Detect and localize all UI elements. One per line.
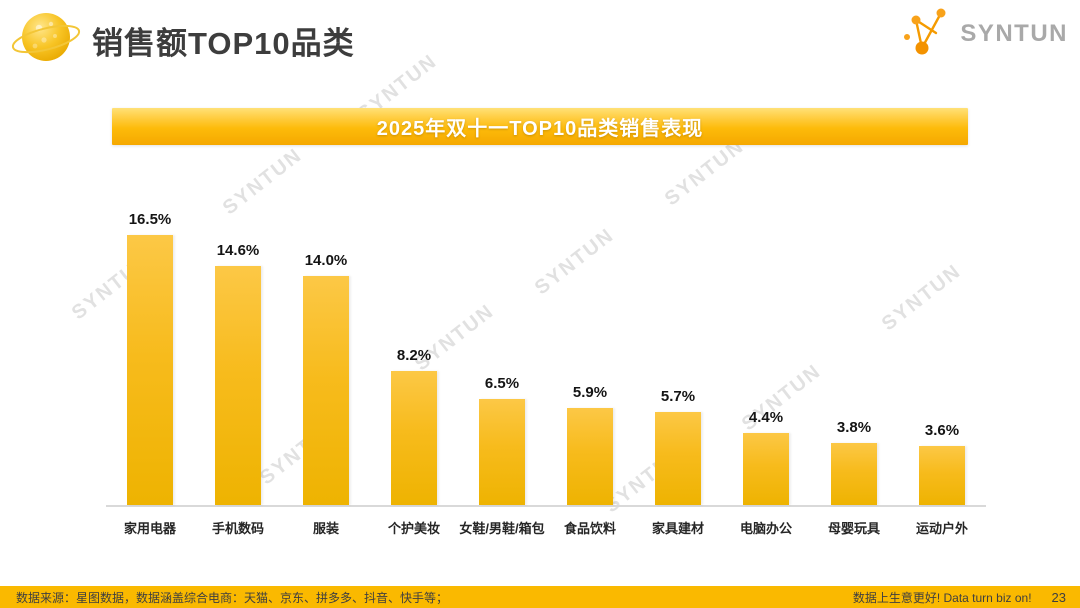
category-axis: 家用电器 手机数码 服装 个护美妆 女鞋/男鞋/箱包 食品饮料 家具建材 电脑办公 母婴玩具 运动… xyxy=(106,507,986,537)
category-label: 手机数码 xyxy=(211,521,264,536)
chart-title: 2025年双十一TOP10品类销售表现 xyxy=(376,118,704,140)
bar xyxy=(479,399,525,505)
bar-chart: 16.5% 14.6% 14.0% 8.2% 6.5% 5.9% 5.7% 4.4% 3.8% 3… xyxy=(106,211,986,537)
bar xyxy=(567,408,613,505)
bar xyxy=(391,371,437,505)
page-title: 销售额TOP10品类 xyxy=(92,26,355,61)
category-label: 运动户外 xyxy=(915,521,968,536)
category-label: 电脑办公 xyxy=(739,521,792,536)
page-number: 23 xyxy=(1051,589,1066,605)
brand-name: SYNTUN xyxy=(960,19,1068,47)
footer-right: 数据上生意更好! Data turn biz on! 23 xyxy=(853,589,1066,606)
bar-column: 6.5% xyxy=(458,375,546,505)
planet-logo-icon xyxy=(10,6,82,75)
bar xyxy=(215,266,261,505)
category-label: 个护美妆 xyxy=(387,521,440,536)
category-label: 家用电器 xyxy=(123,521,176,536)
category-label: 母婴玩具 xyxy=(827,521,880,536)
bar-column: 5.7% xyxy=(634,388,722,505)
header: 销售额TOP10品类 xyxy=(10,6,355,75)
bar-column: 3.6% xyxy=(898,422,986,505)
bar-column: 4.4% xyxy=(722,409,810,505)
bar-value-label: 4.4% xyxy=(748,409,784,426)
chart-title-banner: 2025年双十一TOP10品类销售表现 xyxy=(112,108,968,145)
syntun-watermark: SYNTUN xyxy=(660,134,749,211)
category-label: 家具建材 xyxy=(651,521,704,536)
bar-plot: 16.5% 14.6% 14.0% 8.2% 6.5% 5.9% 5.7% 4.4% 3.8% 3… xyxy=(106,211,986,507)
bar-column: 3.8% xyxy=(810,419,898,505)
bar-value-label: 14.0% xyxy=(304,252,348,269)
bar xyxy=(919,446,965,505)
bar-value-label: 3.6% xyxy=(924,422,960,439)
category-label: 服装 xyxy=(312,521,339,536)
bar-value-label: 5.9% xyxy=(572,384,608,401)
bar-value-label: 6.5% xyxy=(484,375,520,392)
bar-column: 14.6% xyxy=(194,242,282,505)
data-source-note: 数据来源：星图数据，数据涵盖综合电商：天猫、京东、拼多多、抖音、快手等； xyxy=(16,590,449,605)
syntun-watermark: SYNTUN xyxy=(218,143,307,220)
syntun-network-icon xyxy=(900,6,954,61)
bar-value-label: 5.7% xyxy=(660,388,696,405)
bar xyxy=(655,412,701,505)
bar-column: 14.0% xyxy=(282,252,370,505)
bar-value-label: 8.2% xyxy=(396,347,432,364)
category-label: 女鞋/男鞋/箱包 xyxy=(459,521,545,536)
bar xyxy=(127,235,173,505)
brand-logo: SYNTUN xyxy=(900,6,1068,61)
bar-value-label: 16.5% xyxy=(128,211,172,228)
footer-bar: 数据来源：星图数据，数据涵盖综合电商：天猫、京东、拼多多、抖音、快手等； 数据上… xyxy=(0,586,1080,608)
bar-value-label: 14.6% xyxy=(216,242,260,259)
category-label: 食品饮料 xyxy=(563,521,616,536)
bar-value-label: 3.8% xyxy=(836,419,872,436)
bar-column: 16.5% xyxy=(106,211,194,505)
bar xyxy=(831,443,877,505)
bar xyxy=(303,276,349,505)
slogan: 数据上生意更好! Data turn biz on! xyxy=(852,590,1032,605)
bar-column: 8.2% xyxy=(370,347,458,505)
bar xyxy=(743,433,789,505)
bar-column: 5.9% xyxy=(546,384,634,505)
